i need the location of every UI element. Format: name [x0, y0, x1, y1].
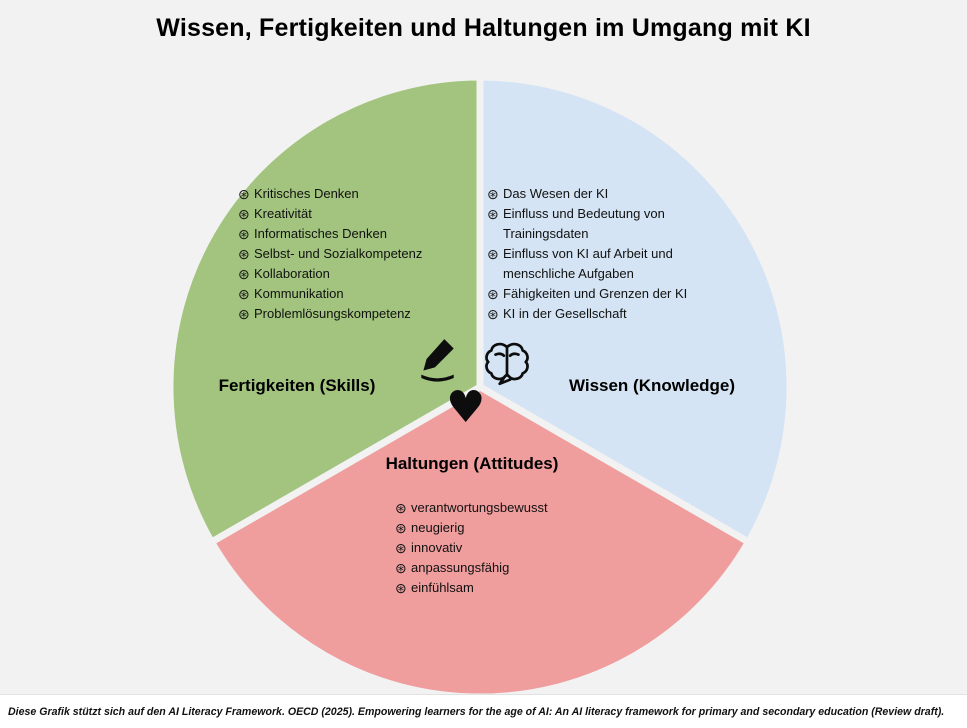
list-item: ⊛ neugierig [395, 518, 548, 538]
list-item-text: Einfluss und Bedeutung von Trainingsdate… [503, 206, 665, 241]
spiral-bullet-icon: ⊛ [238, 206, 250, 222]
spiral-bullet-icon: ⊛ [238, 246, 250, 262]
spiral-bullet-icon: ⊛ [487, 206, 499, 222]
list-item: ⊛ Fähigkeiten und Grenzen der KI [487, 284, 703, 304]
spiral-bullet-icon: ⊛ [487, 306, 499, 322]
list-item-text: neugierig [411, 520, 465, 535]
brain-icon [482, 340, 532, 393]
list-item: ⊛ verantwortungsbewusst [395, 498, 548, 518]
list-item: ⊛ anpassungsfähig [395, 558, 548, 578]
list-item-text: innovativ [411, 540, 463, 555]
spiral-bullet-icon: ⊛ [238, 226, 250, 242]
attitudes-label: Haltungen (Attitudes) [385, 454, 559, 473]
spiral-bullet-icon: ⊛ [395, 540, 407, 556]
spiral-bullet-icon: ⊛ [395, 560, 407, 576]
list-item: ⊛ Kreativität [238, 204, 422, 224]
list-item-text: Einfluss von KI auf Arbeit und menschlic… [503, 246, 673, 281]
list-item: ⊛ Problemlösungskompetenz [238, 304, 422, 324]
spiral-bullet-icon: ⊛ [395, 580, 407, 596]
list-item: ⊛ Einfluss und Bedeutung von Trainingsdat… [487, 204, 703, 244]
list-item-text: Kritisches Denken [254, 186, 359, 201]
list-item: ⊛ Kritisches Denken [238, 184, 422, 204]
list-item: ⊛ KI in der Gesellschaft [487, 304, 703, 324]
spiral-bullet-icon: ⊛ [238, 306, 250, 322]
skills-label: Fertigkeiten (Skills) [218, 376, 376, 395]
knowledge-label: Wissen (Knowledge) [568, 376, 736, 395]
segment-knowledge [476, 73, 794, 546]
footer-text: Diese Grafik stützt sich auf den AI Lite… [8, 705, 945, 718]
list-item-text: Informatisches Denken [254, 226, 387, 241]
attitudes-list: ⊛ verantwortungsbewusst ⊛ neugierig ⊛ innovat… [395, 498, 548, 598]
list-item-text: Problemlösungskompetenz [254, 306, 411, 321]
footer-citation: Diese Grafik stützt sich auf den AI Lite… [0, 694, 967, 728]
list-item: ⊛ Kollaboration [238, 264, 422, 284]
spiral-bullet-icon: ⊛ [238, 286, 250, 302]
list-item-text: Das Wesen der KI [503, 186, 609, 201]
list-item-text: Kollaboration [254, 266, 330, 281]
knowledge-list: ⊛ Das Wesen der KI ⊛ Einfluss und Bedeutung… [487, 184, 703, 324]
spiral-bullet-icon: ⊛ [395, 500, 407, 516]
spiral-bullet-icon: ⊛ [238, 186, 250, 202]
list-item: ⊛ innovativ [395, 538, 548, 558]
list-item-text: anpassungsfähig [411, 560, 510, 575]
segment-skills [166, 73, 484, 546]
list-item-text: Selbst- und Sozialkompetenz [254, 246, 423, 261]
list-item: ⊛ Kommunikation [238, 284, 422, 304]
spiral-bullet-icon: ⊛ [487, 286, 499, 302]
spiral-bullet-icon: ⊛ [395, 520, 407, 536]
skills-list: ⊛ Kritisches Denken ⊛ Kreativität ⊛ Informati… [238, 184, 422, 324]
list-item: ⊛ Das Wesen der KI [487, 184, 703, 204]
list-item: ⊛ Selbst- und Sozialkompetenz [238, 244, 422, 264]
list-item-text: KI in der Gesellschaft [503, 306, 627, 321]
list-item-text: Kreativität [254, 206, 312, 221]
pie-diagram [166, 73, 794, 701]
spiral-bullet-icon: ⊛ [487, 186, 499, 202]
list-item-text: einfühlsam [411, 580, 474, 595]
list-item: ⊛ einfühlsam [395, 578, 548, 598]
heart-icon: ♥ [446, 382, 486, 433]
spiral-bullet-icon: ⊛ [487, 246, 499, 262]
list-item-text: Fähigkeiten und Grenzen der KI [503, 286, 688, 301]
list-item-text: Kommunikation [254, 286, 344, 301]
spiral-bullet-icon: ⊛ [238, 266, 250, 282]
list-item-text: verantwortungsbewusst [411, 500, 548, 515]
pencil-writing-icon [413, 336, 461, 387]
list-item: ⊛ Einfluss von KI auf Arbeit und menschli… [487, 244, 703, 284]
list-item: ⊛ Informatisches Denken [238, 224, 422, 244]
page-title: Wissen, Fertigkeiten und Haltungen im Um… [156, 14, 811, 42]
